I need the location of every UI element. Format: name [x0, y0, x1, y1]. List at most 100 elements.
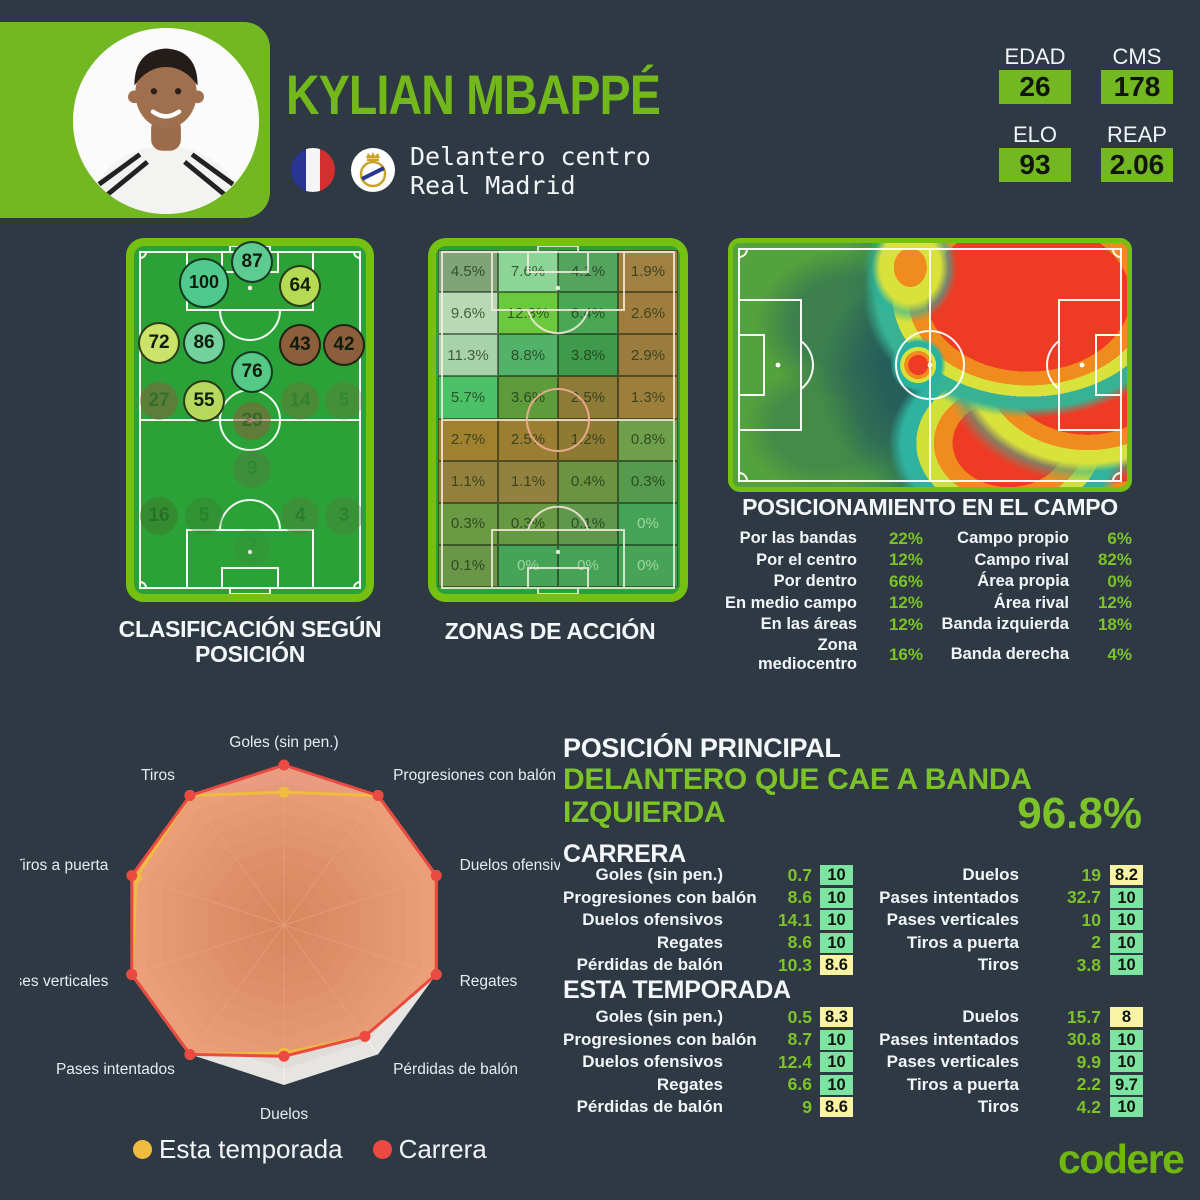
- player-club: Real Madrid: [410, 171, 576, 200]
- stat-label: Pérdidas de balón: [576, 1097, 723, 1117]
- stat-label: Duelos ofensivos: [582, 1052, 723, 1072]
- zones-chart-title: ZONAS DE ACCIÓN: [444, 618, 656, 644]
- carrera-point: [126, 968, 138, 980]
- position-rating-circle: 55: [183, 379, 226, 422]
- stat-value-reap: 2.06: [1101, 148, 1173, 182]
- carrera-point: [278, 759, 290, 771]
- rating-badge-slot: 9.7: [1105, 1074, 1143, 1095]
- stat-value-edad: 26: [999, 70, 1071, 104]
- stat-value: 3.8: [1076, 954, 1101, 975]
- stat-label-reap: REAP: [1107, 122, 1167, 147]
- rating-badge-slot: 10: [816, 910, 853, 931]
- zone-percentage-cell: 9.6%: [438, 292, 498, 335]
- stat-label: Pases intentados: [879, 887, 1019, 907]
- rating-badge: 8.6: [820, 1097, 853, 1118]
- rating-badge-slot: 10: [816, 932, 853, 953]
- season-stats-table: Goles (sin pen.) 0.5 8.3 Duelos 15.7 8 Progres…: [563, 1006, 1143, 1119]
- stat-label: Regates: [656, 1074, 723, 1094]
- positioning-label: En medio campo: [724, 593, 857, 612]
- positioning-value: 12%: [888, 550, 923, 570]
- rating-badge-slot: 8.2: [1105, 865, 1143, 886]
- zone-percentage-cell: 2.6%: [618, 292, 678, 335]
- zone-percentage-cell: 12.3%: [498, 292, 558, 335]
- zone-percentage-cell: 2.9%: [618, 334, 678, 377]
- stat-label: Tiros: [977, 955, 1019, 975]
- positioning-row: Por el centro 12% Campo rival 82%: [722, 550, 1132, 572]
- stat-value: 2: [1091, 932, 1101, 953]
- stat-label: Progresiones con balón: [563, 887, 757, 907]
- stat-label: Duelos: [962, 865, 1019, 885]
- positioning-value: 82%: [1097, 550, 1132, 570]
- radar-axis-label: Pérdidas de balón: [393, 1061, 518, 1078]
- zone-percentage-cell: 3.6%: [498, 376, 558, 419]
- positioning-stats-table: Por las bandas 22% Campo propio 6% Por el ce…: [722, 528, 1132, 673]
- zone-percentage-cell: 0.3%: [618, 460, 678, 503]
- action-zones-grid: 4.5% 7.6% 4.1% 1.9% 9.6% 12.3% 6.4% 2.6% 11.3% 8.…: [438, 250, 678, 587]
- zone-percentage-cell: 1.2%: [558, 418, 618, 461]
- zone-percentage-cell: 0%: [558, 544, 618, 587]
- positioning-value: 0%: [1107, 571, 1132, 591]
- positioning-value: 6%: [1107, 528, 1132, 548]
- stat-label: Pases verticales: [886, 910, 1019, 930]
- stat-label: Tiros: [977, 1097, 1019, 1117]
- stat-label: Tiros a puerta: [906, 1074, 1019, 1094]
- zone-percentage-cell: 2.5%: [558, 376, 618, 419]
- zone-percentage-cell: 2.5%: [498, 418, 558, 461]
- legend-item: Esta temporada: [133, 1134, 343, 1165]
- positioning-value: 16%: [888, 644, 923, 664]
- position-rating-circle: 5: [324, 381, 363, 420]
- rating-badge-slot: 10: [816, 887, 853, 908]
- carrera-point: [359, 1030, 371, 1042]
- stat-row: Progresiones con balón 8.7 10 Pases intenta…: [563, 1029, 1143, 1052]
- stat-label: Pases intentados: [879, 1029, 1019, 1049]
- position-rating-circle: 100: [179, 257, 230, 308]
- position-rating-circle: 43: [279, 323, 322, 366]
- zone-percentage-cell: 0.4%: [558, 460, 618, 503]
- rating-badge: 10: [820, 865, 853, 886]
- stat-label: Pérdidas de balón: [576, 955, 723, 975]
- flag-white-stripe: [305, 148, 321, 192]
- rating-badge-slot: 10: [1105, 887, 1143, 908]
- rating-badge-slot: 8: [1105, 1007, 1143, 1028]
- stat-row: Goles (sin pen.) 0.5 8.3 Duelos 15.7 8: [563, 1006, 1143, 1029]
- radar-axis-label: Duelos: [260, 1106, 308, 1123]
- positioning-label: Por el centro: [756, 550, 857, 569]
- positioning-label: Por dentro: [773, 572, 857, 591]
- zone-percentage-cell: 0%: [618, 502, 678, 545]
- stat-value-elo: 93: [999, 148, 1071, 182]
- stat-row: Regates 8.6 10 Tiros a puerta 2 10: [563, 932, 1143, 955]
- positioning-value: 12%: [888, 614, 923, 634]
- temporada-area: [131, 792, 437, 1055]
- positioning-value: 4%: [1107, 644, 1132, 664]
- positioning-label: Área propia: [977, 572, 1069, 591]
- player-name: KYLIAN MBAPPÉ: [286, 63, 661, 126]
- rating-badge-slot: 10: [816, 1052, 853, 1073]
- heatmap-title: POSICIONAMIENTO EN EL CAMPO: [742, 494, 1118, 520]
- zone-percentage-cell: 1.9%: [618, 250, 678, 293]
- stat-row: Pérdidas de balón 10.3 8.6 Tiros 3.8 10: [563, 954, 1143, 977]
- stat-value: 30.8: [1066, 1029, 1101, 1050]
- zone-percentage-cell: 8.8%: [498, 334, 558, 377]
- radar-axis-label: Pases intentados: [56, 1061, 175, 1078]
- positioning-value: 12%: [1097, 593, 1132, 613]
- rating-badge: 10: [1110, 955, 1143, 976]
- legend-label: Esta temporada: [159, 1134, 343, 1164]
- zone-percentage-cell: 4.5%: [438, 250, 498, 293]
- stat-row: Progresiones con balón 8.6 10 Pases intenta…: [563, 887, 1143, 910]
- action-zones-pitch: 4.5% 7.6% 4.1% 1.9% 9.6% 12.3% 6.4% 2.6% 11.3% 8.…: [428, 238, 688, 602]
- zone-percentage-cell: 0.3%: [438, 502, 498, 545]
- position-rating-circle: 27: [140, 381, 179, 420]
- positioning-label: Por las bandas: [739, 529, 857, 548]
- positioning-heatmap: [728, 238, 1132, 492]
- stat-value: 32.7: [1066, 887, 1101, 908]
- carrera-point: [184, 790, 196, 802]
- stat-value: 10.3: [777, 954, 812, 975]
- radar-axis-label: Goles (sin pen.): [229, 734, 338, 751]
- stat-value: 9: [802, 1096, 812, 1117]
- rating-badge: 9.7: [1110, 1074, 1143, 1095]
- radar-axis-label: Pases verticales: [20, 973, 109, 990]
- rating-badge-slot: 10: [1105, 910, 1143, 931]
- main-position-name: DELANTERO QUE CAE A BANDA IZQUIERDA: [563, 763, 1031, 829]
- rating-badge: 10: [820, 1074, 853, 1095]
- rating-badge-slot: 10: [816, 865, 853, 886]
